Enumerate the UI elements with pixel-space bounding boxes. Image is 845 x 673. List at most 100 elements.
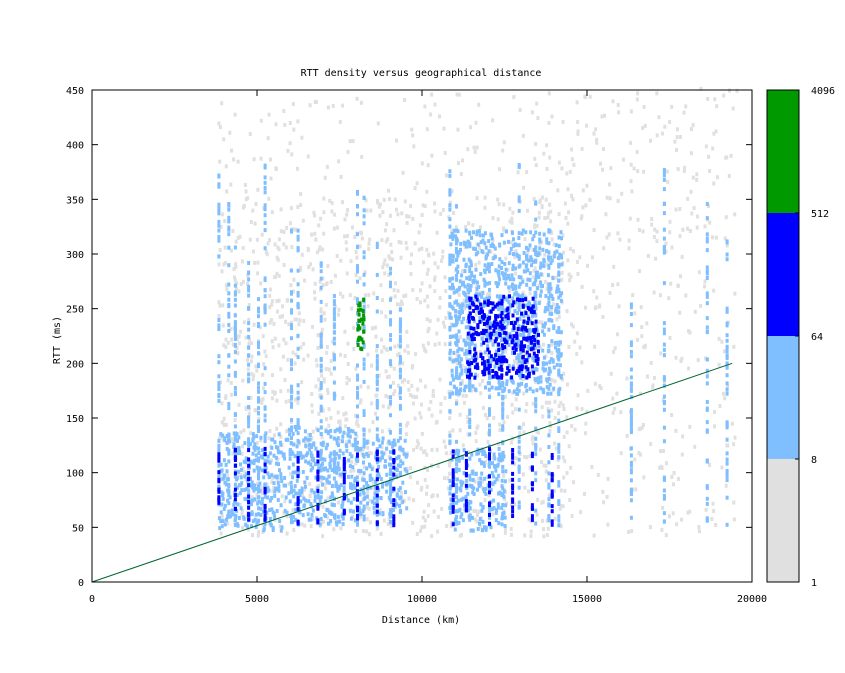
heat-cell bbox=[362, 272, 366, 277]
heat-cell bbox=[295, 166, 299, 171]
heat-cell bbox=[649, 138, 652, 143]
heat-cell bbox=[557, 314, 561, 319]
heat-cell bbox=[322, 210, 326, 215]
heat-cell bbox=[539, 289, 543, 294]
heat-cell bbox=[485, 331, 488, 336]
heat-cell bbox=[342, 456, 346, 461]
heat-cell bbox=[290, 436, 293, 440]
heat-cell bbox=[502, 359, 505, 364]
heat-cell bbox=[392, 514, 396, 519]
heat-cell bbox=[234, 287, 238, 291]
heat-cell bbox=[459, 387, 463, 392]
heat-cell bbox=[537, 275, 541, 280]
heat-cell bbox=[498, 422, 502, 427]
heat-cell bbox=[469, 372, 473, 377]
heat-cell bbox=[432, 393, 435, 398]
heat-cell bbox=[263, 366, 267, 371]
heat-cell bbox=[250, 341, 254, 346]
heat-cell bbox=[484, 454, 488, 459]
heat-cell bbox=[258, 488, 262, 493]
heat-cell bbox=[309, 524, 313, 529]
heat-cell bbox=[368, 478, 372, 483]
heat-cell bbox=[347, 430, 351, 434]
heat-cell bbox=[285, 514, 289, 519]
heat-cell bbox=[333, 212, 337, 217]
heat-cell bbox=[448, 302, 452, 307]
heat-cell bbox=[389, 469, 393, 474]
heat-cell bbox=[552, 386, 556, 391]
heat-cell bbox=[290, 401, 293, 406]
heat-cell bbox=[725, 252, 729, 257]
heat-cell bbox=[705, 420, 709, 425]
heat-cell bbox=[424, 349, 428, 354]
heat-cell bbox=[336, 410, 340, 415]
heat-cell bbox=[263, 494, 267, 499]
heat-cell bbox=[547, 300, 551, 305]
heat-cell bbox=[471, 355, 475, 360]
heat-cell bbox=[520, 381, 524, 386]
heat-cell bbox=[643, 345, 647, 350]
heat-cell bbox=[516, 342, 520, 347]
heat-cell bbox=[377, 474, 381, 479]
heat-cell bbox=[542, 355, 546, 360]
heat-cell bbox=[364, 293, 367, 298]
heat-cell bbox=[358, 244, 362, 249]
heat-cell bbox=[257, 309, 260, 314]
heat-cell bbox=[353, 296, 357, 300]
heat-cell bbox=[551, 359, 555, 364]
heat-cell bbox=[361, 340, 365, 345]
heat-cell bbox=[561, 119, 565, 124]
heat-cell bbox=[476, 487, 479, 492]
heat-cell bbox=[705, 496, 709, 501]
heat-cell bbox=[457, 287, 461, 292]
heat-cell bbox=[387, 254, 391, 259]
heat-cell bbox=[285, 429, 289, 434]
heat-cell bbox=[444, 315, 448, 320]
heat-cell bbox=[529, 340, 533, 345]
heat-cell bbox=[548, 311, 552, 316]
heat-cell bbox=[705, 316, 709, 321]
heat-cell bbox=[501, 383, 505, 388]
heat-cell bbox=[464, 225, 468, 229]
heat-cell bbox=[356, 266, 359, 271]
heat-cell bbox=[226, 488, 230, 493]
heat-cell bbox=[448, 295, 452, 300]
heat-cell bbox=[585, 409, 589, 414]
heat-cell bbox=[323, 457, 327, 462]
heat-cell bbox=[662, 511, 666, 516]
heat-cell bbox=[705, 484, 709, 489]
heat-cell bbox=[528, 353, 532, 358]
heat-cell bbox=[271, 489, 275, 494]
heat-cell bbox=[502, 388, 506, 393]
heat-cell bbox=[730, 421, 734, 426]
heat-cell bbox=[483, 263, 487, 268]
heat-cell bbox=[326, 431, 330, 436]
heat-cell bbox=[467, 257, 471, 262]
heat-cell bbox=[507, 389, 511, 394]
heat-cell bbox=[270, 458, 273, 463]
heat-cell bbox=[525, 337, 529, 342]
heat-cell bbox=[622, 157, 625, 162]
heat-cell bbox=[308, 437, 312, 442]
heat-cell bbox=[450, 368, 454, 373]
heat-cell bbox=[396, 463, 400, 468]
heat-cell bbox=[489, 335, 493, 340]
heat-cell bbox=[226, 473, 229, 478]
heat-cell bbox=[292, 442, 296, 447]
heat-cell bbox=[289, 320, 293, 325]
heat-cell bbox=[239, 475, 243, 480]
heat-cell bbox=[375, 296, 379, 300]
heat-cell bbox=[501, 408, 505, 412]
heat-cell bbox=[247, 473, 250, 478]
heat-cell bbox=[236, 438, 239, 443]
heat-cell bbox=[273, 242, 277, 247]
heat-cell bbox=[365, 494, 369, 499]
heat-cell bbox=[547, 344, 551, 348]
heat-cell bbox=[490, 357, 494, 362]
heat-cell bbox=[448, 192, 452, 197]
heat-cell bbox=[454, 225, 458, 230]
heat-cell bbox=[361, 321, 365, 326]
heat-cell bbox=[466, 374, 469, 379]
heat-cell bbox=[448, 416, 452, 421]
heat-cell bbox=[650, 222, 654, 227]
